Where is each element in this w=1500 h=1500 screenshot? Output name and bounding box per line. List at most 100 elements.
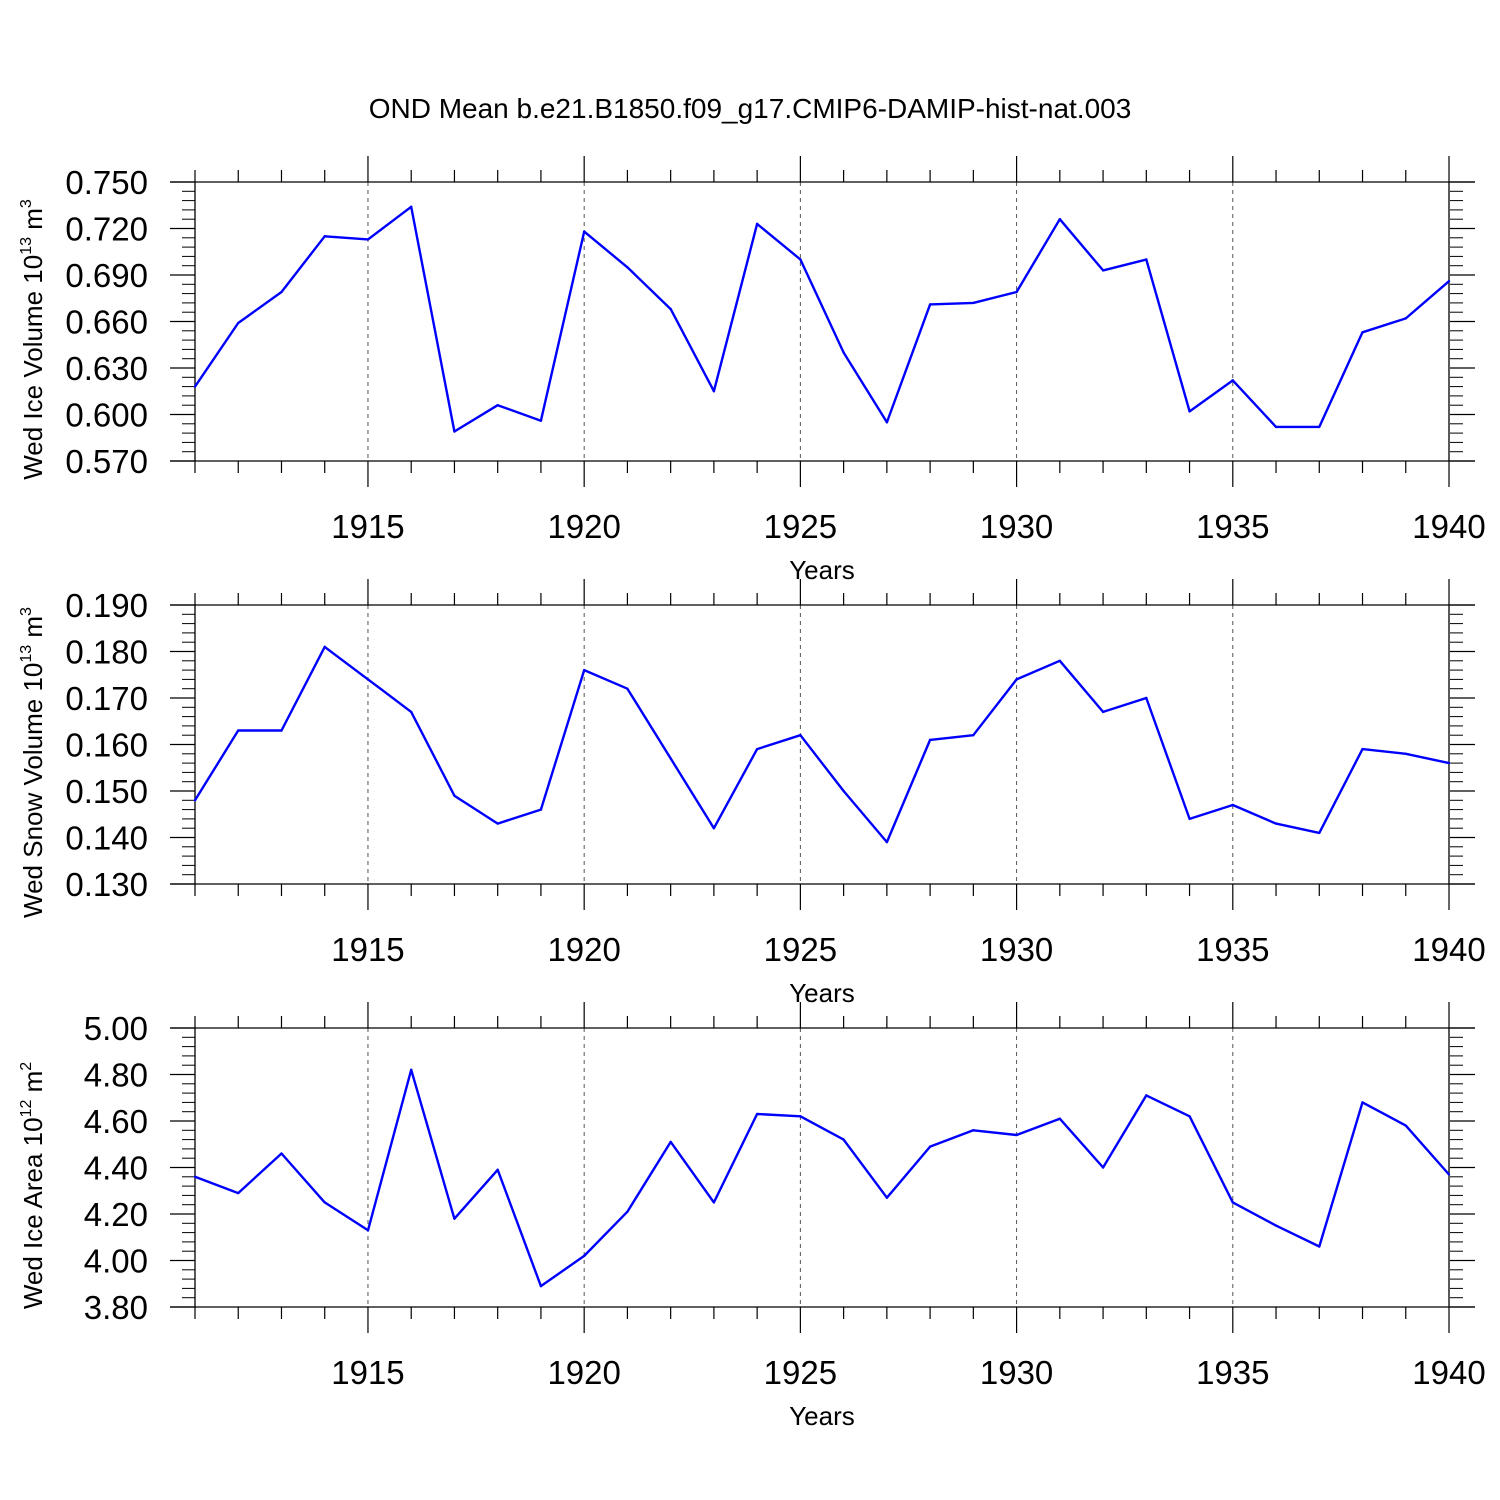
y-tick-label: 4.00 bbox=[84, 1243, 148, 1280]
y-label-exponent: 12 bbox=[18, 1100, 35, 1118]
data-point bbox=[1145, 696, 1148, 700]
data-point bbox=[237, 321, 240, 325]
data-point bbox=[1145, 1094, 1148, 1097]
data-point bbox=[323, 645, 326, 649]
data-point bbox=[366, 238, 370, 241]
data-point bbox=[1361, 747, 1364, 751]
data-point bbox=[539, 808, 543, 811]
data-point bbox=[1101, 710, 1105, 714]
x-tick-label: 1940 bbox=[1412, 508, 1485, 545]
data-point bbox=[712, 1201, 716, 1204]
y-tick-label: 0.720 bbox=[65, 211, 148, 248]
data-point bbox=[1318, 1245, 1321, 1248]
y-label-unit: m bbox=[18, 208, 48, 237]
data-point bbox=[410, 205, 413, 208]
data-point bbox=[280, 1152, 283, 1155]
series-line bbox=[193, 645, 1450, 844]
y-tick-label: 0.690 bbox=[65, 257, 148, 294]
data-point bbox=[755, 1112, 759, 1116]
panels: 0.570 0.600 0.630 0.660 0.690 0.720 0.750 1915 1… bbox=[18, 156, 1486, 1431]
data-point bbox=[928, 738, 932, 742]
data-point bbox=[539, 419, 543, 422]
data-point bbox=[193, 385, 197, 388]
data-point bbox=[799, 734, 802, 737]
data-point bbox=[410, 1068, 413, 1072]
data-point bbox=[410, 710, 413, 714]
data-point bbox=[1231, 803, 1234, 807]
data-point bbox=[1274, 822, 1278, 825]
x-axis-label: Years bbox=[789, 978, 855, 1008]
data-point bbox=[1058, 659, 1062, 662]
data-point bbox=[1318, 425, 1321, 429]
data-point bbox=[928, 303, 932, 306]
y-label-unit-exponent: 2 bbox=[18, 1062, 35, 1071]
y-tick-label: 0.140 bbox=[65, 820, 148, 857]
y-tick-label: 0.180 bbox=[65, 634, 148, 671]
data-point bbox=[453, 1217, 456, 1220]
data-point bbox=[972, 301, 975, 305]
data-point bbox=[1188, 817, 1191, 821]
y-label-unit: m bbox=[18, 616, 48, 645]
data-point bbox=[582, 230, 586, 233]
data-point bbox=[1188, 410, 1191, 413]
data-point bbox=[582, 668, 586, 672]
data-point bbox=[1015, 1133, 1018, 1137]
data-point bbox=[1058, 218, 1062, 221]
x-tick-label: 1925 bbox=[764, 931, 837, 968]
y-tick-label: 0.190 bbox=[65, 587, 148, 624]
y-tick-label: 0.600 bbox=[65, 397, 148, 434]
data-point bbox=[1101, 1166, 1105, 1169]
y-label-unit-exponent: 3 bbox=[18, 199, 35, 208]
x-tick-label: 1915 bbox=[331, 931, 404, 968]
x-tick-label: 1930 bbox=[980, 931, 1053, 968]
y-tick-label: 0.750 bbox=[65, 164, 148, 201]
data-point bbox=[755, 222, 759, 226]
data-point bbox=[755, 747, 759, 751]
y-tick-label: 4.60 bbox=[84, 1103, 148, 1140]
y-label-text: Wed Ice Volume 10 bbox=[18, 255, 48, 480]
data-point bbox=[1447, 761, 1451, 765]
data-point bbox=[626, 687, 629, 690]
data-point bbox=[1274, 425, 1278, 429]
x-tick-label: 1925 bbox=[764, 508, 837, 545]
data-point bbox=[928, 1145, 932, 1148]
data-point bbox=[1101, 269, 1105, 272]
data-point bbox=[193, 1175, 197, 1179]
data-point bbox=[972, 1129, 975, 1132]
panel-3: 3.80 4.00 4.20 4.40 4.60 4.80 5.00 1915 1920 1925… bbox=[18, 1002, 1486, 1431]
series-line bbox=[194, 205, 1450, 433]
y-tick-label: 0.570 bbox=[65, 443, 148, 480]
data-point bbox=[1274, 1224, 1278, 1227]
chart-title: OND Mean b.e21.B1850.f09_g17.CMIP6-DAMIP… bbox=[369, 93, 1132, 124]
data-point bbox=[1318, 831, 1321, 835]
data-point bbox=[885, 840, 889, 844]
data-point bbox=[366, 1229, 370, 1232]
y-tick-label: 4.40 bbox=[84, 1150, 148, 1187]
data-point bbox=[972, 734, 975, 737]
data-point bbox=[1188, 1115, 1191, 1118]
data-point bbox=[1361, 331, 1364, 334]
y-tick-label: 0.130 bbox=[65, 866, 148, 903]
x-tick-label: 1940 bbox=[1412, 931, 1485, 968]
data-point bbox=[1015, 290, 1018, 294]
data-point bbox=[366, 678, 370, 681]
data-point bbox=[1361, 1101, 1364, 1104]
data-point bbox=[885, 421, 889, 424]
y-label-exponent: 13 bbox=[18, 645, 35, 663]
data-point bbox=[842, 351, 845, 354]
x-tick-label: 1920 bbox=[547, 931, 620, 968]
y-label-exponent: 13 bbox=[18, 237, 35, 255]
x-tick-label: 1915 bbox=[331, 1354, 404, 1391]
y-tick-label: 3.80 bbox=[84, 1289, 148, 1326]
x-axis-label: Years bbox=[789, 555, 855, 585]
y-label-text: Wed Ice Area 10 bbox=[18, 1117, 48, 1309]
data-point bbox=[280, 290, 283, 294]
y-tick-label: 0.660 bbox=[65, 304, 148, 341]
data-point bbox=[842, 1138, 845, 1141]
x-tick-label: 1925 bbox=[764, 1354, 837, 1391]
y-axis-label: Wed Ice Volume 1013 m3 bbox=[18, 199, 48, 480]
data-point bbox=[453, 430, 456, 433]
data-point bbox=[712, 390, 716, 393]
panel-1: 0.570 0.600 0.630 0.660 0.690 0.720 0.750 1915 1… bbox=[18, 156, 1486, 585]
